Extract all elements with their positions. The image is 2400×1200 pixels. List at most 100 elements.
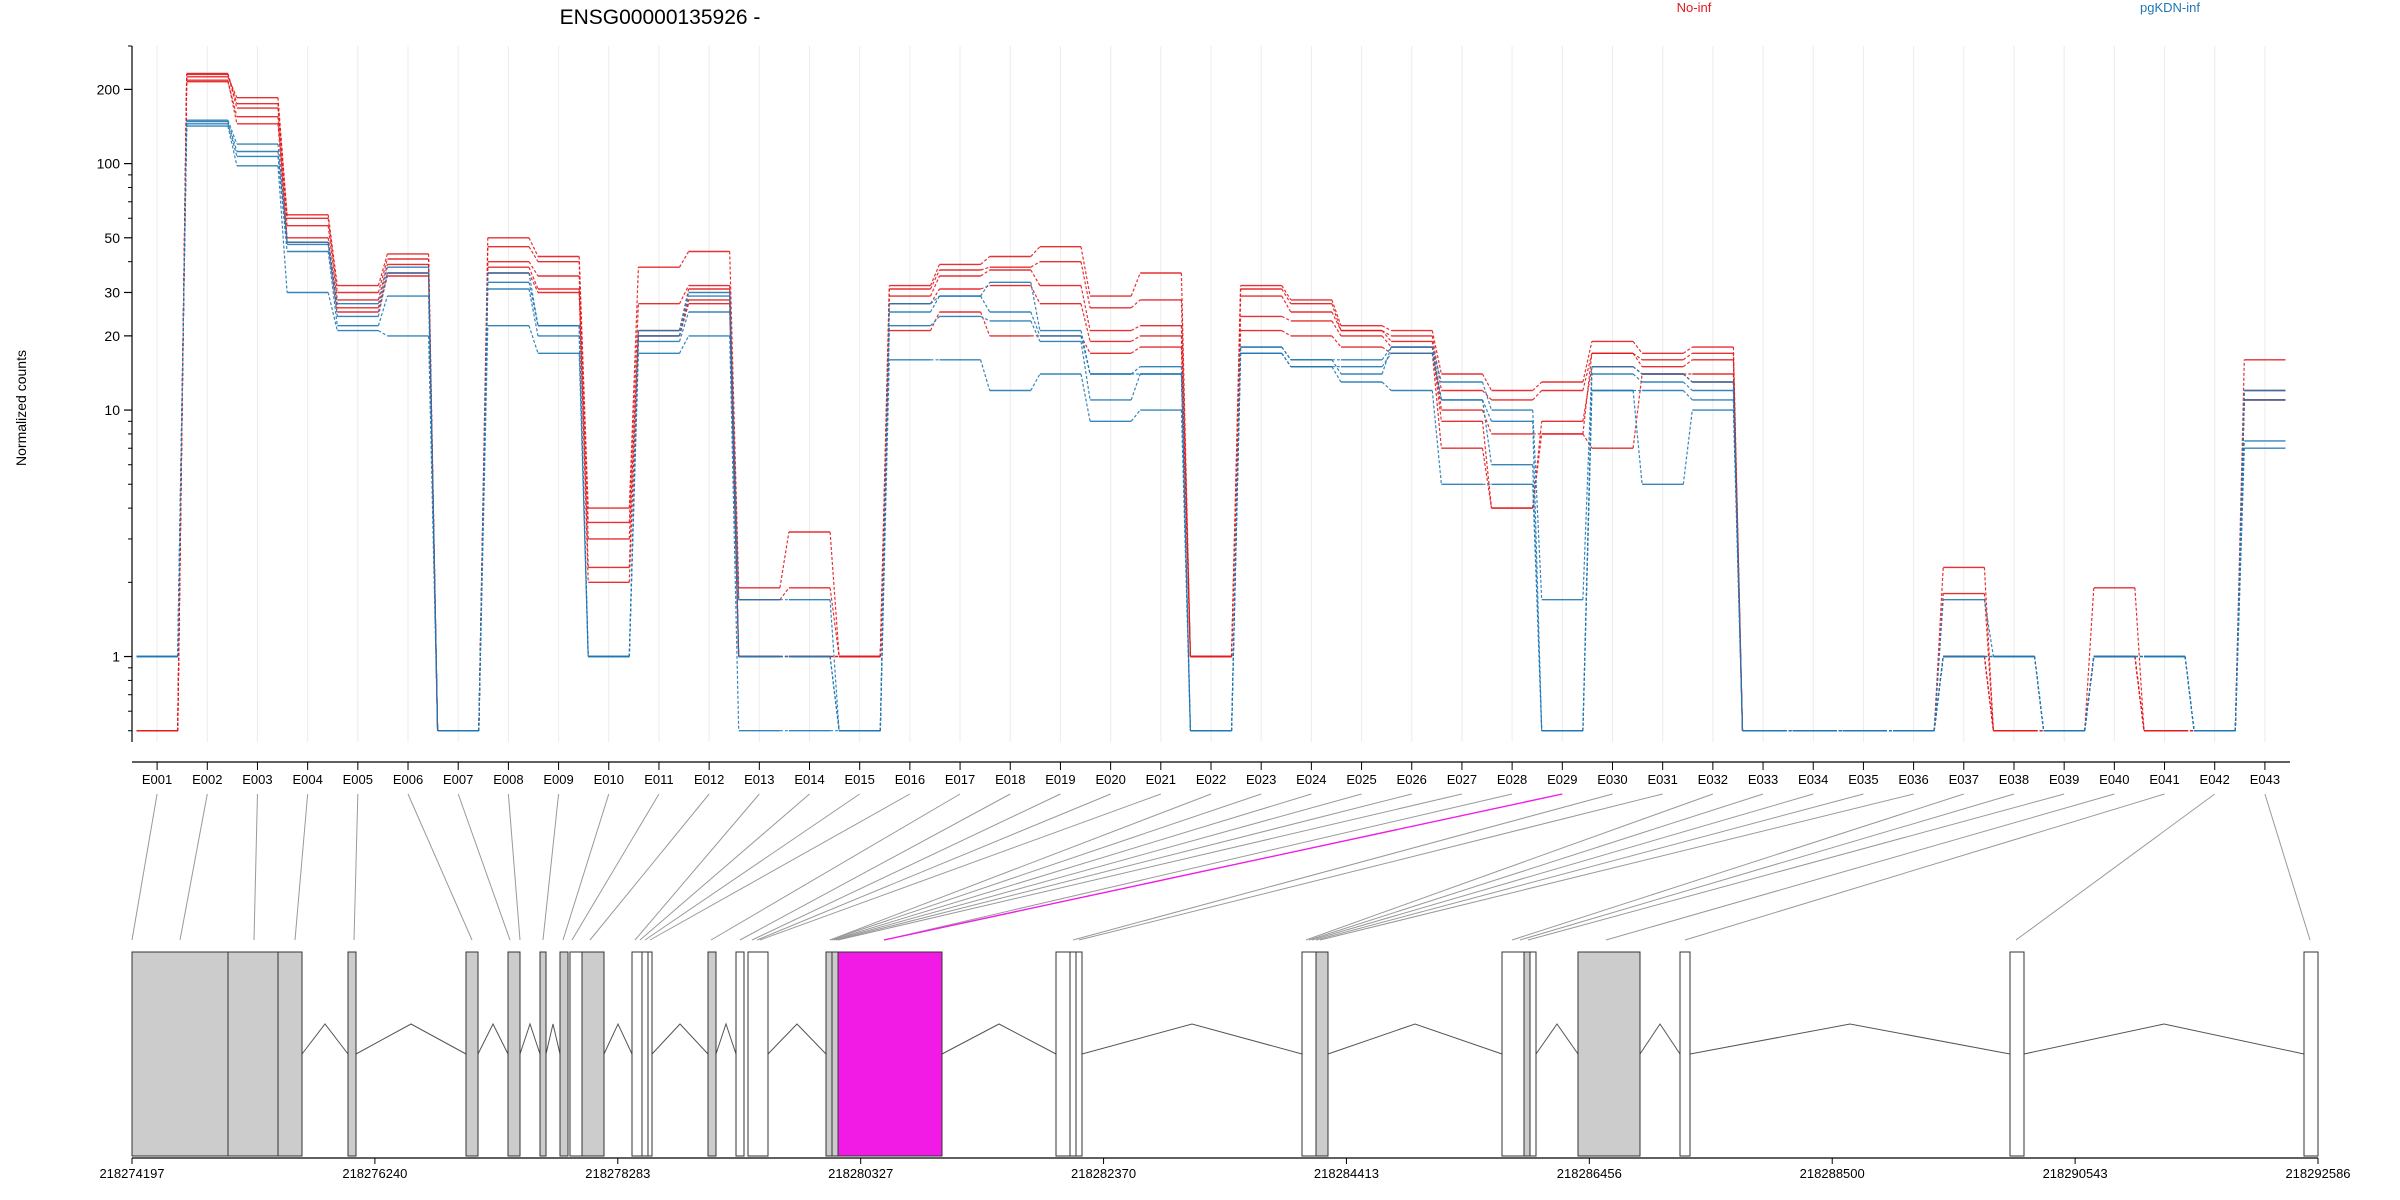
y-tick-label: 200: [97, 81, 121, 97]
x-tick-label: E018: [995, 772, 1025, 787]
intron-line: [519, 1022, 541, 1055]
x-tick-label: E019: [1045, 772, 1075, 787]
exon-block: [581, 951, 605, 1157]
x-tick-label: E005: [343, 772, 373, 787]
intron-line: [941, 1023, 1057, 1055]
x-tick-label: E038: [1999, 772, 2029, 787]
x-tick-label: E015: [845, 772, 875, 787]
connector-line: [179, 793, 208, 941]
intron-line: [603, 1022, 633, 1055]
y-tick-label: 1: [112, 649, 120, 665]
connector-line: [759, 793, 1161, 941]
gene-model-track: 218274197 218276240 218278283 218280327 2182…: [99, 951, 2351, 1181]
x-tick-label: E041: [2149, 772, 2179, 787]
x-tick-label: E033: [1748, 772, 1778, 787]
exon-block: [735, 951, 745, 1157]
x-tick-label: E011: [644, 772, 673, 787]
x-tick-label: E039: [2049, 772, 2079, 787]
connector-line: [829, 793, 1212, 941]
connector-line: [1319, 793, 1914, 941]
connector-line: [644, 793, 860, 941]
x-tick-label: E035: [1848, 772, 1878, 787]
x-tick-label: E013: [744, 772, 774, 787]
exon-block: [131, 951, 229, 1157]
plot-series: [136, 72, 2286, 732]
connector-line: [831, 793, 1312, 941]
x-tick-label: E029: [1547, 772, 1577, 787]
connector-line: [294, 793, 309, 941]
connector-line: [835, 793, 1412, 941]
x-tick-label: E003: [242, 772, 272, 787]
connector-line: [1311, 793, 1814, 941]
connector-line: [1511, 793, 1964, 941]
connector-line: [1308, 793, 1764, 941]
x-tick-label: E020: [1095, 772, 1125, 787]
connector-line: [1684, 793, 2165, 941]
connector-line: [649, 793, 911, 941]
connector-line: [710, 793, 961, 941]
x-tick-label: E007: [443, 772, 473, 787]
x-tick-label: E025: [1346, 772, 1376, 787]
x-tick-label: E012: [694, 772, 724, 787]
x-tick-label: E032: [1698, 772, 1728, 787]
exon-connector-lines: [131, 793, 2311, 941]
x-tick-label: E010: [594, 772, 624, 787]
intron-line: [1639, 1023, 1681, 1055]
x-tick-label: E021: [1146, 772, 1176, 787]
exon-block: [707, 951, 717, 1157]
exon-block: [1501, 951, 1525, 1157]
connector-line: [837, 793, 1463, 941]
series-transition-segments: [177, 125, 2245, 732]
connector-line: [507, 793, 521, 941]
x-tick-label: E006: [393, 772, 423, 787]
exon-block: [1075, 951, 1083, 1157]
x-tick-label: E023: [1246, 772, 1276, 787]
intron-line: [715, 1022, 737, 1055]
intron-line: [2023, 1023, 2305, 1055]
x-tick-label: E036: [1898, 772, 1928, 787]
connector-line: [751, 793, 1061, 941]
x-tick-label: E002: [192, 772, 222, 787]
x-tick-label: E028: [1497, 772, 1527, 787]
intron-line: [355, 1023, 467, 1055]
plot-gridlines: [156, 46, 2266, 742]
y-tick-label: 50: [104, 230, 120, 246]
connector-line: [353, 793, 359, 941]
x-tick-label: E030: [1597, 772, 1627, 787]
connector-line: [2264, 793, 2311, 941]
coordinate-label: 218284413: [1314, 1166, 1379, 1181]
exon-block: [277, 951, 303, 1157]
connector-line: [571, 793, 660, 941]
x-tick-label: E040: [2099, 772, 2129, 787]
connector-line: [756, 793, 1111, 941]
connector-line: [883, 793, 1513, 941]
exon-block-highlighted: [837, 951, 943, 1157]
x-tick-label: E027: [1447, 772, 1477, 787]
x-tick-label: E024: [1296, 772, 1326, 787]
connector-line: [833, 793, 1362, 941]
exon-block: [347, 951, 357, 1157]
connector-line: [1305, 793, 1714, 941]
x-tick-label: E043: [2250, 772, 2280, 787]
connector-line: [634, 793, 760, 941]
series-transition-segments: [177, 73, 2245, 732]
y-axis-label: Normalized counts: [13, 350, 29, 466]
connector-line: [407, 793, 473, 941]
coordinate-label: 218282370: [1071, 1166, 1136, 1181]
coordinate-label: 218292586: [2285, 1166, 2350, 1181]
x-tick-label: E034: [1798, 772, 1828, 787]
coordinate-label: 218276240: [342, 1166, 407, 1181]
x-tick-label: E009: [543, 772, 573, 787]
exon-block: [1577, 951, 1641, 1157]
connector-line: [639, 793, 810, 941]
exon-block: [2009, 951, 2025, 1157]
connector-line: [739, 793, 1011, 941]
legend-no-inf: No-inf: [1677, 0, 1712, 15]
coordinate-label: 218280327: [828, 1166, 893, 1181]
exon-block: [559, 951, 569, 1157]
coordinate-label: 218278283: [585, 1166, 650, 1181]
connector-line: [1605, 793, 2115, 941]
exon-block: [1529, 951, 1537, 1157]
intron-line: [477, 1022, 509, 1055]
